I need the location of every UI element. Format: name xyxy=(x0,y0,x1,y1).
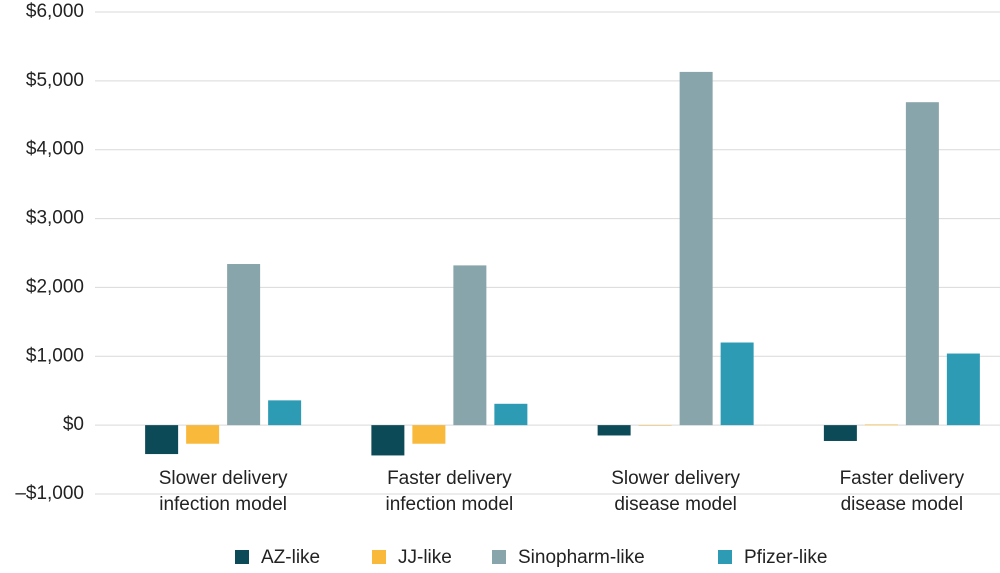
legend-swatch xyxy=(718,550,732,564)
legend-label: Pfizer-like xyxy=(744,547,827,568)
y-tick-label: $0 xyxy=(63,414,84,435)
x-tick-label: Slower delivery xyxy=(159,468,288,489)
legend-swatch xyxy=(492,550,506,564)
legend-label: AZ-like xyxy=(261,547,320,568)
y-tick-label: $3,000 xyxy=(26,208,84,229)
x-tick-label: disease model xyxy=(614,494,737,515)
legend-label: Sinopharm-like xyxy=(518,547,645,568)
legend-swatch xyxy=(235,550,249,564)
bar xyxy=(638,425,672,426)
bar xyxy=(823,425,857,441)
bar xyxy=(268,400,302,426)
bar xyxy=(905,102,939,426)
y-tick-label: $6,000 xyxy=(26,1,84,22)
bar xyxy=(597,425,631,436)
bar xyxy=(720,342,754,426)
bar xyxy=(227,264,261,426)
x-tick-label: Faster delivery xyxy=(387,468,512,489)
bar xyxy=(864,424,898,426)
x-tick-label: infection model xyxy=(385,494,513,515)
x-tick-label: disease model xyxy=(841,494,964,515)
bar xyxy=(494,403,528,426)
bar xyxy=(679,71,713,426)
y-tick-label: $4,000 xyxy=(26,139,84,160)
legend-label: JJ-like xyxy=(398,547,452,568)
bar xyxy=(946,353,980,426)
legend-swatch xyxy=(372,550,386,564)
x-tick-label: Faster delivery xyxy=(840,468,965,489)
y-tick-label: $2,000 xyxy=(26,276,84,297)
y-tick-label: –$1,000 xyxy=(15,483,84,504)
y-tick-label: $5,000 xyxy=(26,70,84,91)
bar xyxy=(412,425,446,444)
bar xyxy=(186,425,220,444)
bar xyxy=(145,425,179,455)
x-tick-label: infection model xyxy=(159,494,287,515)
bar xyxy=(371,425,405,456)
y-tick-label: $1,000 xyxy=(26,345,84,366)
bar xyxy=(453,265,487,426)
x-tick-label: Slower delivery xyxy=(611,468,740,489)
